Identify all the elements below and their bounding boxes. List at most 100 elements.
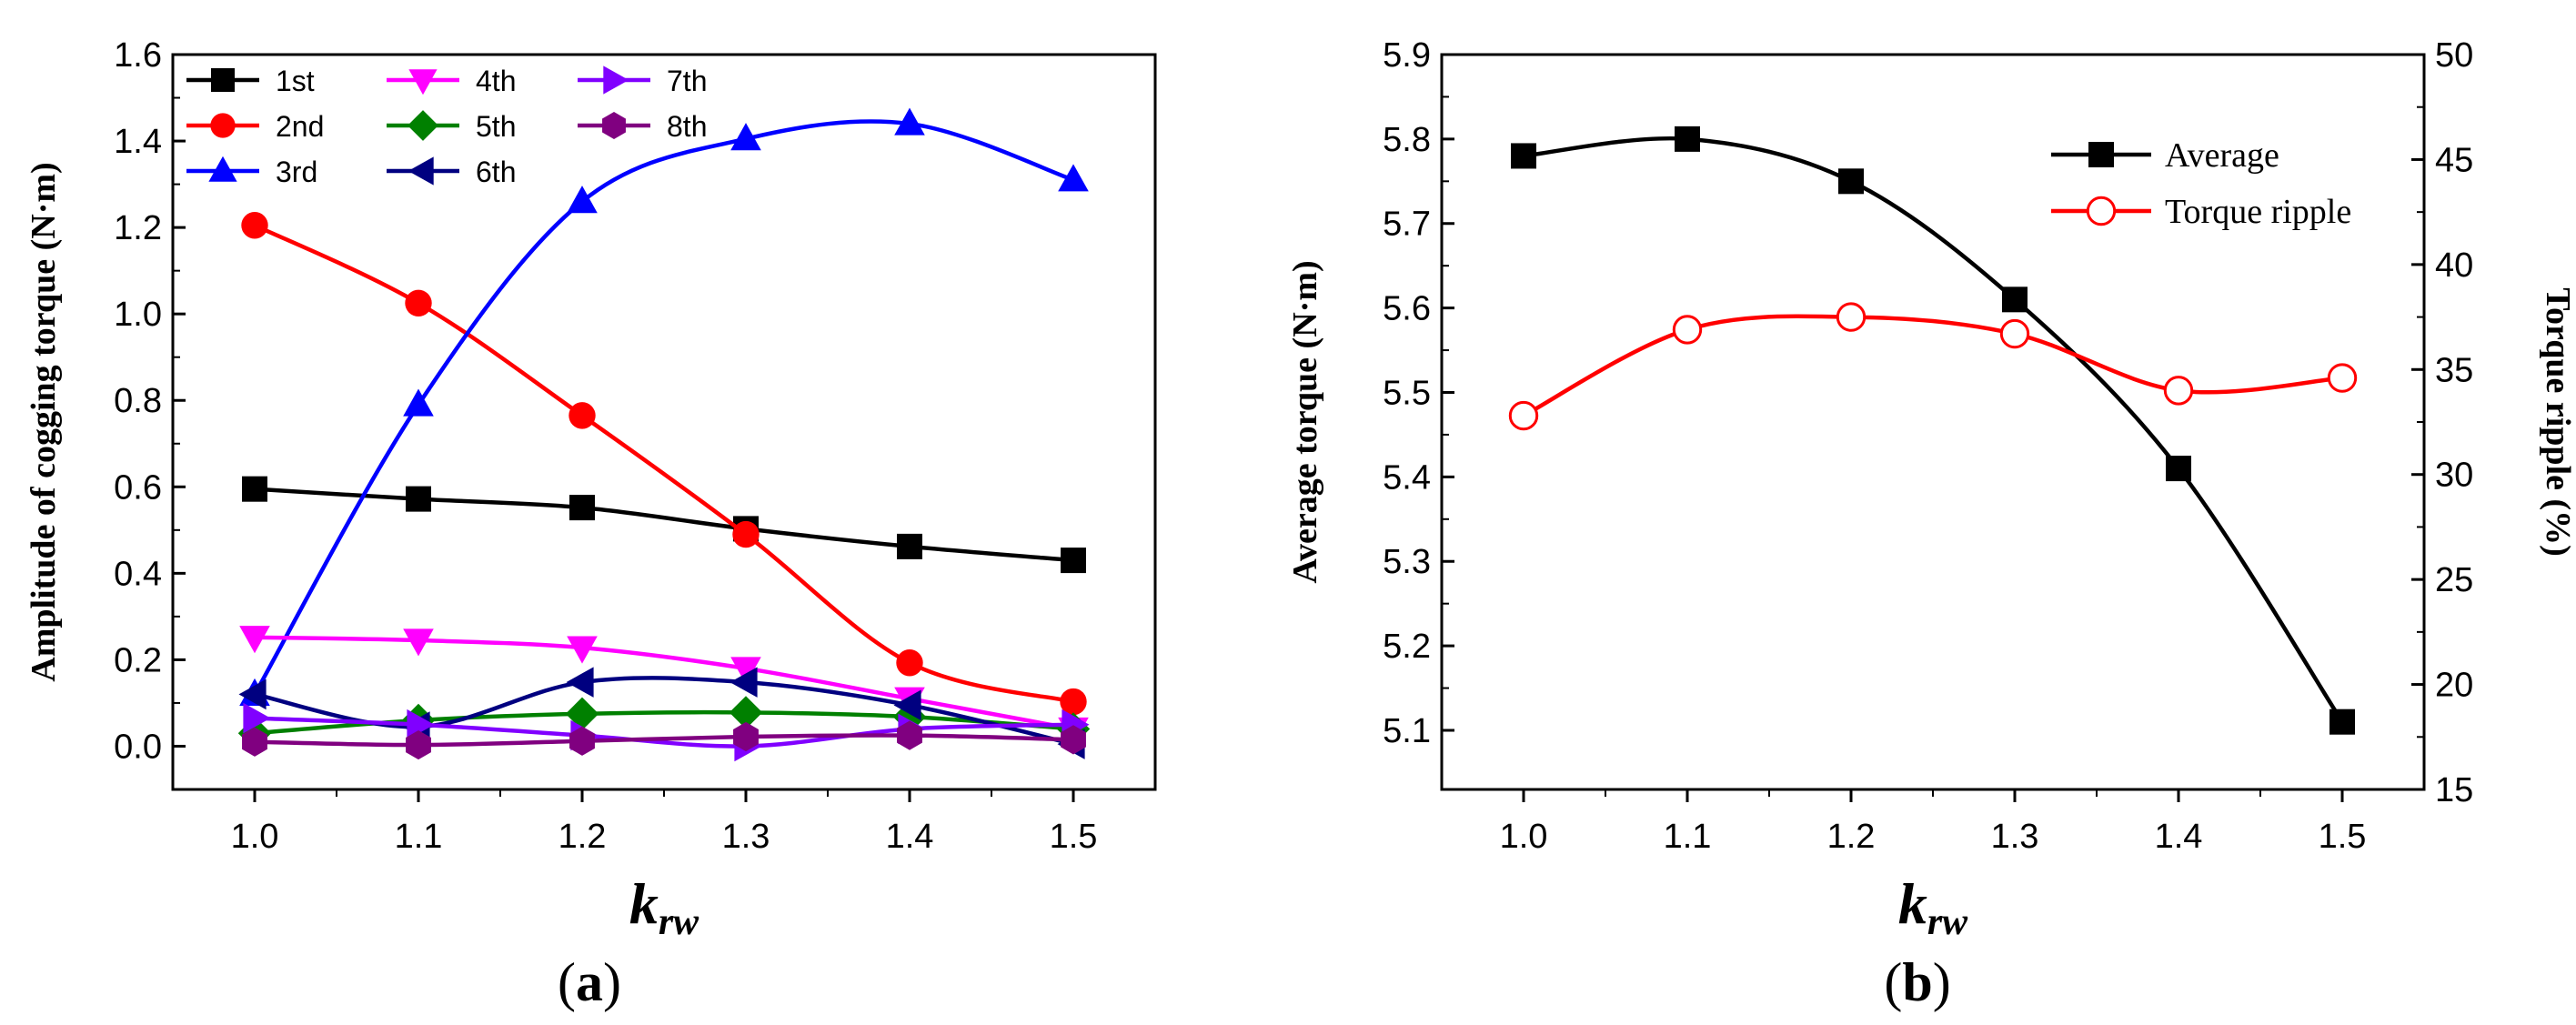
panel-b-right-y-tick-label: 20	[2435, 667, 2473, 705]
panel-a-point-4th	[567, 636, 598, 664]
panel-b-x-tick-label: 1.4	[2155, 818, 2203, 856]
panel-b-right-y-tick-label: 45	[2435, 141, 2473, 179]
panel-a-x-tick-label: 1.1	[395, 818, 443, 856]
panel-a-x-tick-label: 1.5	[1050, 818, 1098, 856]
panel-b-right-y-axis-label: Torque ripple (%)	[2539, 287, 2576, 557]
panel-b-left-y-axis-label: Average torque (N·m)	[1286, 260, 1324, 583]
panel-b-point	[1511, 143, 1536, 169]
panel-b-right-y-tick-label: 25	[2435, 561, 2473, 599]
panel-b-point	[2166, 456, 2191, 482]
panel-a-point-3rd	[403, 388, 434, 417]
panel-b-x-tick-label: 1.2	[1827, 818, 1876, 856]
panel-a-legend-label: 1st	[276, 65, 315, 97]
panel-b-left-y-tick-label: 5.2	[1383, 628, 1431, 666]
panel-a-series-3rd	[239, 107, 1089, 707]
panel-a-point-6th	[238, 678, 267, 710]
panel-b-legend: Average Torque ripple	[2051, 136, 2351, 231]
panel-a-point-7th	[407, 708, 435, 740]
panel-b-right-y-tick-label: 30	[2435, 457, 2473, 495]
panel-a-legend-label: 8th	[667, 110, 707, 143]
panel-a-legend-label: 5th	[476, 110, 516, 143]
panel-b-x-tick-label: 1.3	[1991, 818, 2039, 856]
panel-b-left-y-tick-label: 5.5	[1383, 374, 1431, 412]
panel-b-point	[1672, 315, 1703, 345]
panel-a-point-6th	[566, 667, 594, 698]
panel-b-series-torque-ripple	[1508, 302, 2358, 431]
panel-b-left-y-tick-label: 5.8	[1383, 121, 1431, 159]
panel-a-legend-item-8th: 8th	[578, 110, 707, 143]
panel-b-legend-marker	[2086, 196, 2117, 226]
panel-a-y-tick-label: 1.0	[114, 296, 162, 334]
panel-b-torque-chart: 5.1 5.2 5.3 5.4 5.5 5.6 5.7 5.8 5.9 15 20 25 30 35 40…	[1286, 36, 2576, 1012]
panel-a-point-3rd	[730, 123, 761, 151]
panel-b-right-y-tick-label: 35	[2435, 351, 2473, 389]
panel-b-legend-item-torque-ripple: Torque ripple	[2051, 193, 2351, 231]
panel-a-legend-label: 4th	[476, 65, 516, 97]
panel-b-point	[2002, 286, 2028, 313]
panel-b-left-y-tick-label: 5.3	[1383, 543, 1431, 581]
panel-a-series-1st	[242, 476, 1086, 574]
panel-a-point-4th	[730, 657, 761, 685]
panel-a-point-2nd	[896, 649, 923, 677]
panel-a-y-tick-label: 1.4	[114, 123, 162, 161]
panel-a-legend-label: 6th	[476, 156, 516, 188]
panel-b-left-y-tick-label: 5.6	[1383, 290, 1431, 328]
panel-a-point-3rd	[567, 186, 598, 214]
panel-b-point	[1508, 400, 1539, 431]
panel-a-caption: (a)	[558, 952, 621, 1012]
panel-b-right-y-tick-label: 50	[2435, 36, 2473, 75]
panel-a-point-2nd	[241, 212, 268, 239]
panel-a-point-1st	[897, 533, 922, 559]
panel-a-legend-marker	[210, 113, 236, 138]
panel-a-series-2nd	[241, 212, 1087, 716]
panel-a-legend-marker	[408, 110, 438, 141]
panel-a-point-7th	[243, 702, 271, 734]
panel-b-x-axis: 1.0 1.1 1.2 1.3 1.4 1.5	[1500, 789, 2366, 856]
panel-b-x-axis-label: krw	[1898, 871, 1968, 943]
panel-b-line	[1522, 314, 2343, 418]
panel-b-legend-marker	[2088, 142, 2114, 167]
panel-a-legend-marker	[208, 156, 237, 182]
panel-a-point-1st	[569, 495, 595, 521]
panel-b-series-average	[1511, 126, 2355, 735]
panel-a-line-7th	[254, 716, 1074, 749]
panel-b-point	[1836, 302, 1867, 332]
panel-a-x-label-main: k	[629, 871, 659, 936]
panel-b-x-label-sub: rw	[1927, 901, 1968, 943]
panel-a-line-2nd	[254, 223, 1074, 704]
panel-a-point-8th	[569, 726, 595, 756]
panel-b-right-y-tick-label: 40	[2435, 246, 2473, 285]
panel-a-y-tick-label: 0.4	[114, 555, 162, 593]
panel-a-x-tick-label: 1.4	[886, 818, 934, 856]
panel-a-series-8th	[242, 720, 1086, 760]
panel-a-point-6th	[730, 667, 758, 698]
panel-a-point-1st	[406, 486, 431, 512]
panel-a-legend-item-3rd: 3rd	[186, 156, 317, 188]
panel-a-point-6th	[893, 689, 921, 721]
panel-a-legend-label: 7th	[667, 65, 707, 97]
panel-a-legend-marker	[408, 156, 434, 186]
panel-a-point-3rd	[1058, 164, 1089, 192]
panel-b-right-y-axis: 15 20 25 30 35 40 45 50	[2411, 36, 2473, 809]
panel-a-point-8th	[242, 727, 267, 757]
panel-b-left-y-tick-label: 5.9	[1383, 36, 1431, 75]
panel-a-y-tick-label: 0.8	[114, 382, 162, 420]
panel-a-legend-item-6th: 6th	[387, 156, 516, 188]
panel-a-x-axis: 1.0 1.1 1.2 1.3 1.4 1.5	[231, 789, 1098, 856]
panel-a-x-label-sub: rw	[659, 901, 699, 943]
panel-a-line-4th	[254, 635, 1074, 731]
panel-a-point-2nd	[569, 402, 596, 429]
panel-a-legend-label: 3rd	[276, 156, 317, 188]
panel-a-caption-letter: a	[576, 952, 603, 1012]
panel-a-line-3rd	[253, 119, 1074, 696]
panel-a-series-group	[237, 107, 1091, 762]
panel-b-left-y-tick-label: 5.1	[1383, 712, 1431, 750]
panel-a-line-8th	[254, 733, 1074, 748]
panel-b-legend-item-average: Average	[2051, 136, 2279, 175]
panel-b-right-y-tick-label: 15	[2435, 771, 2473, 809]
panel-b-left-y-tick-label: 5.7	[1383, 206, 1431, 244]
panel-a-y-tick-label: 0.0	[114, 728, 162, 766]
panel-a-point-1st	[242, 476, 267, 502]
panel-b-series-group	[1508, 126, 2358, 735]
